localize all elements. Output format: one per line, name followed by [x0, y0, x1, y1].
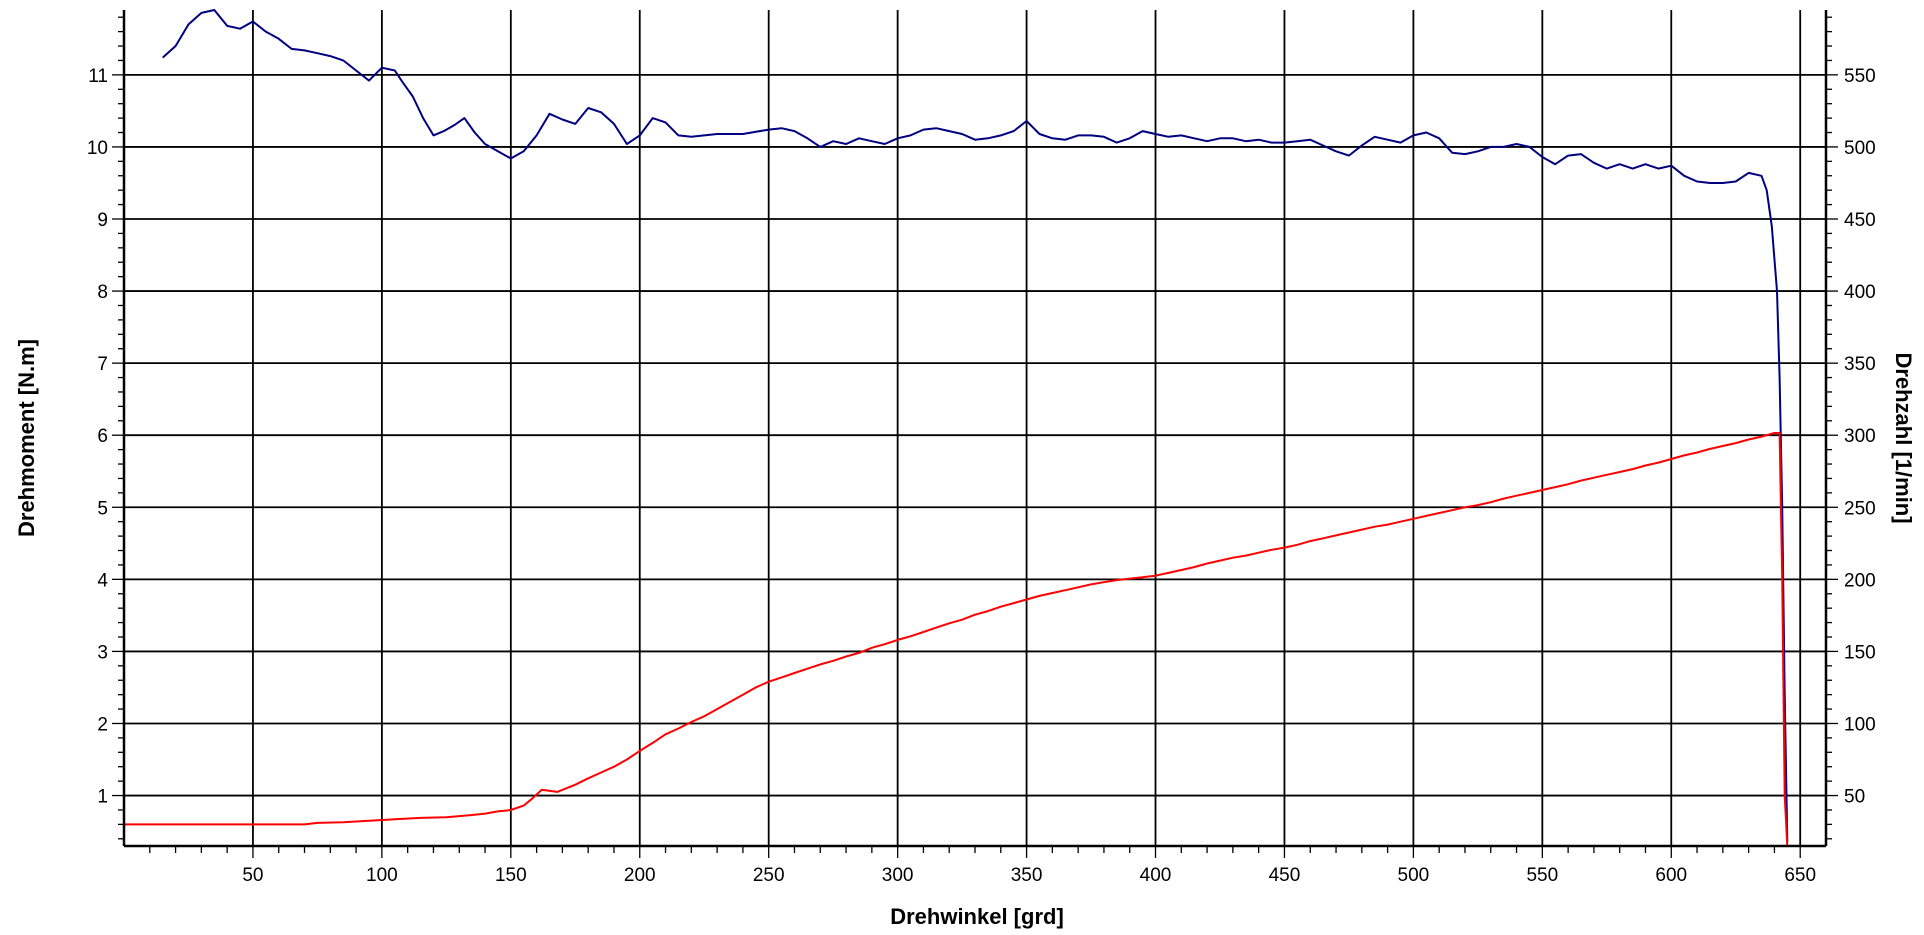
left-y-tick-label: 2 [97, 714, 108, 735]
right-y-tick-label: 250 [1844, 498, 1876, 519]
series-line-drehzahl [162, 9, 1789, 842]
x-tick-label: 650 [1784, 865, 1816, 886]
left-y-tick-label: 4 [97, 570, 108, 591]
right-y-tick-label: 200 [1844, 570, 1876, 591]
left-y-tick-label: 1 [97, 787, 108, 808]
x-tick-label: 500 [1398, 865, 1430, 886]
left-y-tick-label: 7 [97, 354, 108, 375]
x-tick-label: 250 [753, 865, 785, 886]
right-y-tick-label: 150 [1844, 642, 1876, 663]
right-y-tick-label: 500 [1844, 138, 1876, 159]
right-y-tick-label: 300 [1844, 426, 1876, 447]
x-tick-label: 350 [1011, 865, 1043, 886]
x-tick-label: 200 [624, 865, 656, 886]
right-y-tick-label: 450 [1844, 210, 1876, 231]
left-y-tick-label: 10 [87, 138, 108, 159]
data-series [124, 9, 1789, 847]
right-y-tick-label: 100 [1844, 714, 1876, 735]
left-y-tick-label: 8 [97, 282, 108, 303]
left-y-axis-title: Drehmoment [N.m] [14, 339, 39, 537]
left-y-tick-label: 6 [97, 426, 108, 447]
x-tick-label: 450 [1269, 865, 1301, 886]
axes: 50 100 150 200 250 300 350 400 450 500 550 600 65012… [87, 10, 1876, 886]
right-y-tick-label: 400 [1844, 282, 1876, 303]
x-tick-label: 300 [882, 865, 914, 886]
x-tick-label: 100 [366, 865, 398, 886]
x-tick-label: 150 [495, 865, 527, 886]
x-tick-label: 50 [242, 865, 263, 886]
right-y-axis-title: Drehzahl [1/min] [1891, 352, 1916, 523]
right-y-tick-label: 350 [1844, 354, 1876, 375]
left-y-tick-label: 9 [97, 210, 108, 231]
left-y-tick-label: 11 [88, 66, 108, 87]
x-tick-label: 400 [1140, 865, 1172, 886]
x-tick-label: 600 [1655, 865, 1687, 886]
right-y-tick-label: 550 [1844, 66, 1876, 87]
grid-lines [124, 10, 1826, 846]
left-y-tick-label: 5 [97, 498, 108, 519]
x-tick-label: 550 [1526, 865, 1558, 886]
x-axis-title: Drehwinkel [grd] [890, 904, 1064, 929]
series-line-drehmoment [124, 432, 1789, 847]
right-y-tick-label: 50 [1844, 787, 1865, 808]
left-y-tick-label: 3 [97, 642, 108, 663]
